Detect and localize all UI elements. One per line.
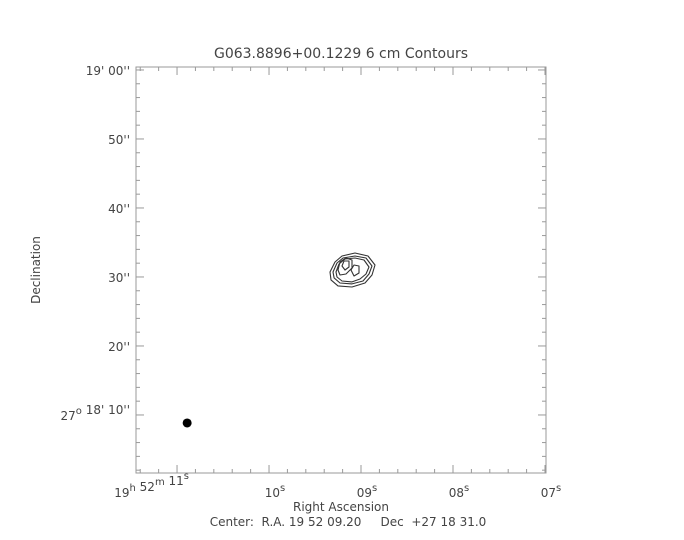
x-tick-labels: 19h 52m 11s 10s 09s 08s 07s	[114, 471, 561, 500]
x-tick-label: 19h 52m 11s	[114, 471, 189, 500]
contour-line	[337, 257, 353, 276]
y-tick-label: 27o 18' 10''	[61, 403, 130, 423]
contour-line	[350, 264, 360, 277]
beam-dot	[182, 418, 192, 428]
y-tick-label: 20''	[108, 340, 130, 354]
y-tick-label: 19' 00''	[86, 64, 130, 78]
x-tick-label: 10s	[265, 483, 286, 500]
x-tick-label: 07s	[541, 483, 562, 500]
contours	[329, 252, 376, 288]
y-tick-label: 50''	[108, 133, 130, 147]
x-axis-label: Right Ascension	[293, 500, 389, 514]
y-tick-labels: 19' 00'' 50'' 40'' 30'' 20'' 27o 18' 10''	[61, 64, 130, 423]
chart-title: G063.8896+00.1229 6 cm Contours	[214, 46, 468, 62]
y-axis-label: Declination	[29, 236, 43, 304]
beam-marker	[182, 418, 192, 428]
x-tick-label: 08s	[449, 483, 470, 500]
contour-line	[332, 255, 373, 285]
y-tick-label: 40''	[108, 202, 130, 216]
x-tick-label: 09s	[357, 483, 378, 500]
center-coordinates: Center: R.A. 19 52 09.20 Dec +27 18 31.0	[210, 515, 487, 529]
contour-line	[329, 252, 376, 288]
contour-line	[341, 260, 350, 271]
plot-frame	[135, 66, 547, 474]
axis-ticks	[136, 67, 546, 473]
y-tick-label: 30''	[108, 271, 130, 285]
